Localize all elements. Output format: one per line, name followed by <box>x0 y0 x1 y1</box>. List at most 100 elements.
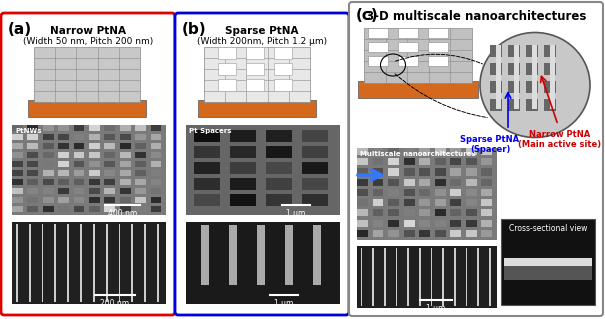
Bar <box>514 77 519 93</box>
Bar <box>435 158 446 165</box>
Bar <box>12 170 23 176</box>
Bar <box>357 158 368 165</box>
Bar <box>58 179 69 185</box>
Bar <box>526 81 538 93</box>
Bar <box>357 189 368 196</box>
Text: 1 μm: 1 μm <box>427 304 446 313</box>
Bar <box>357 148 368 155</box>
Bar <box>43 170 54 176</box>
Bar <box>89 170 100 176</box>
Bar <box>43 161 54 167</box>
Bar <box>12 188 23 194</box>
Bar <box>404 158 414 165</box>
Bar <box>490 45 502 57</box>
Bar <box>388 209 399 217</box>
Bar <box>496 93 501 109</box>
Bar <box>43 179 54 185</box>
Bar <box>388 168 399 175</box>
Bar <box>12 206 23 212</box>
Bar <box>404 179 414 186</box>
Bar <box>230 178 256 190</box>
Bar <box>151 143 162 149</box>
Bar <box>435 230 446 237</box>
Bar <box>435 148 446 155</box>
Bar <box>466 189 477 196</box>
Bar <box>105 161 115 167</box>
Bar <box>419 209 430 217</box>
Bar <box>16 224 18 302</box>
Bar <box>230 130 256 142</box>
Bar <box>302 178 328 190</box>
Bar <box>74 206 84 212</box>
Bar <box>532 45 537 61</box>
Bar <box>105 206 115 212</box>
Bar <box>43 152 54 158</box>
Bar <box>58 125 69 131</box>
Bar <box>120 179 131 185</box>
Bar <box>218 63 236 75</box>
Bar <box>357 209 368 217</box>
Bar <box>67 224 69 302</box>
Bar <box>135 152 146 158</box>
Bar <box>43 188 54 194</box>
Bar <box>105 179 115 185</box>
Bar <box>419 230 430 237</box>
Bar <box>357 230 368 237</box>
Bar <box>194 146 220 158</box>
Bar <box>302 130 328 142</box>
Bar <box>58 197 69 203</box>
Bar <box>373 209 384 217</box>
Bar <box>274 79 292 91</box>
Bar <box>450 199 461 206</box>
Bar <box>450 148 461 155</box>
Bar <box>368 42 388 52</box>
Bar <box>404 189 414 196</box>
Bar <box>105 170 115 176</box>
Text: 400 nm: 400 nm <box>108 209 137 218</box>
Bar <box>12 161 23 167</box>
Bar <box>58 188 69 194</box>
Bar <box>482 158 492 165</box>
Bar <box>151 197 162 203</box>
Bar <box>27 161 38 167</box>
Bar <box>550 93 555 109</box>
Bar <box>388 230 399 237</box>
FancyBboxPatch shape <box>349 2 603 316</box>
Bar <box>12 125 23 131</box>
Bar <box>419 158 430 165</box>
Bar <box>12 143 23 149</box>
Bar <box>419 248 420 306</box>
Bar <box>419 189 430 196</box>
Bar <box>450 158 461 165</box>
Bar <box>357 246 497 308</box>
FancyBboxPatch shape <box>34 47 140 101</box>
Bar <box>466 168 477 175</box>
Bar <box>482 209 492 217</box>
Bar <box>431 248 432 306</box>
Bar <box>27 152 38 158</box>
Bar <box>428 42 448 52</box>
Bar <box>396 248 397 306</box>
Bar <box>58 134 69 140</box>
Bar <box>450 179 461 186</box>
Bar <box>54 224 56 302</box>
Bar <box>135 206 146 212</box>
Text: 1 μm: 1 μm <box>286 209 306 218</box>
Bar <box>74 179 84 185</box>
Bar <box>514 93 519 109</box>
Bar <box>482 199 492 206</box>
Bar <box>144 224 146 302</box>
Bar <box>435 199 446 206</box>
Bar <box>302 162 328 174</box>
Bar <box>27 143 38 149</box>
Bar <box>246 79 264 91</box>
Bar <box>550 77 555 93</box>
Bar <box>388 219 399 227</box>
FancyBboxPatch shape <box>28 100 146 117</box>
Bar <box>404 219 414 227</box>
Text: (a): (a) <box>8 22 32 37</box>
Bar <box>373 148 384 155</box>
Bar <box>120 197 131 203</box>
Bar <box>151 179 162 185</box>
Bar <box>407 248 409 306</box>
